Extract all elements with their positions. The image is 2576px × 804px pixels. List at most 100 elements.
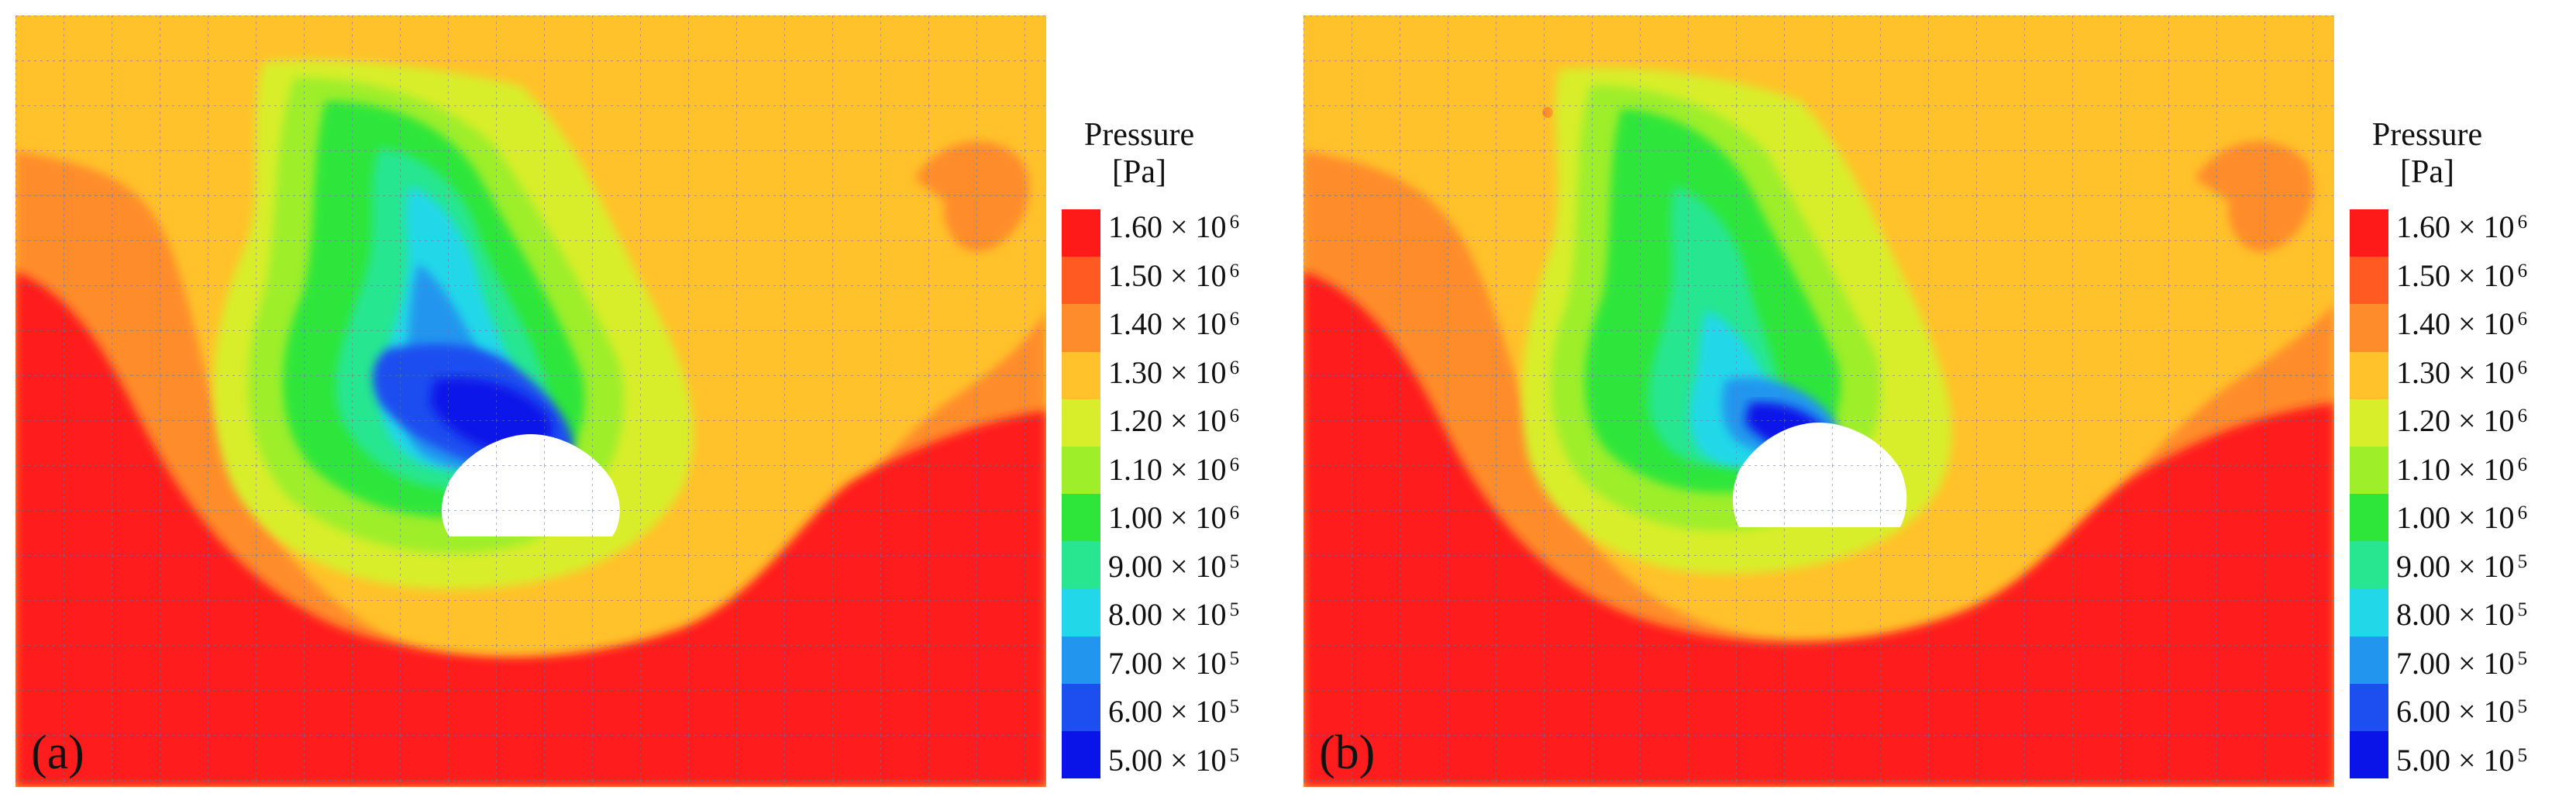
colorbar-swatch	[2350, 494, 2388, 542]
tick-exponent: 6	[2517, 502, 2528, 524]
tick-mantissa: 1.10 × 10	[2396, 451, 2515, 487]
tick-exponent: 6	[1229, 212, 1240, 233]
tick-mantissa: 9.00 × 10	[1108, 548, 1227, 584]
panel-b: (b) Pressure [Pa] 1.60 × 10 6 1.50 × 10 6 1.…	[1288, 0, 2576, 804]
colorbar-tick-label: 6.00 × 10 5	[2396, 694, 2574, 730]
colorbar-tick-label: 9.00 × 10 5	[1108, 549, 1286, 585]
panel-label-a: (a)	[31, 726, 84, 779]
tick-mantissa: 9.00 × 10	[2396, 548, 2515, 584]
colorbar-swatch	[1062, 446, 1100, 495]
colorbar-swatch	[2350, 636, 2388, 684]
tick-mantissa: 1.40 × 10	[1108, 306, 1227, 342]
tick-mantissa: 7.00 × 10	[2396, 645, 2515, 681]
colorbar-title-quantity: Pressure	[2371, 117, 2483, 153]
tick-exponent: 5	[2517, 647, 2528, 669]
tick-exponent: 6	[2517, 309, 2528, 330]
colorbar-swatch	[1062, 209, 1100, 257]
pressure-contour-plot-b	[1303, 16, 2334, 787]
colorbar-tick-label: 1.10 × 10 6	[2396, 452, 2574, 488]
tick-exponent: 6	[2517, 357, 2528, 378]
colorbar-tick-label: 5.00 × 10 5	[1108, 743, 1286, 778]
colorbar-tick-label: 1.60 × 10 6	[1108, 209, 1286, 245]
colorbar-swatch	[1062, 494, 1100, 542]
tick-exponent: 5	[2517, 696, 2528, 718]
colorbar-swatch	[1062, 588, 1100, 637]
colorbar-tick-label: 5.00 × 10 5	[2396, 743, 2574, 778]
colorbar-tick-label: 7.00 × 10 5	[2396, 646, 2574, 682]
colorbar-tick-label: 1.20 × 10 6	[1108, 403, 1286, 439]
tick-mantissa: 1.30 × 10	[2396, 354, 2515, 390]
tick-exponent: 5	[1229, 647, 1240, 669]
colorbar-swatch	[1062, 399, 1100, 447]
colorbar-tick-label: 1.10 × 10 6	[1108, 452, 1286, 488]
colorbar-tick-label: 6.00 × 10 5	[1108, 694, 1286, 730]
tick-exponent: 6	[2517, 212, 2528, 233]
tick-exponent: 5	[1229, 696, 1240, 718]
tick-exponent: 6	[1229, 357, 1240, 378]
tick-exponent: 6	[2517, 260, 2528, 281]
contour-graphic-a	[15, 16, 1046, 787]
tick-mantissa: 5.00 × 10	[2396, 742, 2515, 778]
tick-mantissa: 1.20 × 10	[1108, 403, 1227, 439]
tick-exponent: 6	[1229, 260, 1240, 281]
tick-exponent: 5	[1229, 599, 1240, 621]
colorbar-swatch	[2350, 399, 2388, 447]
colorbar-tick-label: 1.60 × 10 6	[2396, 209, 2574, 245]
colorbar-swatch	[1062, 304, 1100, 352]
tick-exponent: 5	[2517, 599, 2528, 621]
colorbar-swatch	[2350, 588, 2388, 637]
tick-mantissa: 8.00 × 10	[2396, 597, 2515, 633]
colorbar-a	[1062, 209, 1100, 779]
tick-exponent: 6	[2517, 454, 2528, 475]
colorbar-tick-label: 1.00 × 10 6	[2396, 500, 2574, 536]
tick-exponent: 5	[1229, 744, 1240, 766]
tick-exponent: 6	[1229, 502, 1240, 524]
colorbar-title-quantity: Pressure	[1083, 117, 1195, 153]
colorbar-swatch	[2350, 730, 2388, 779]
colorbar-swatch	[2350, 351, 2388, 399]
tick-exponent: 5	[2517, 550, 2528, 572]
tick-mantissa: 1.50 × 10	[1108, 257, 1227, 293]
pressure-contour-plot-a	[15, 16, 1046, 787]
colorbar-b	[2350, 209, 2388, 779]
colorbar-title-unit: [Pa]	[2400, 154, 2454, 190]
tick-exponent: 5	[2517, 744, 2528, 766]
colorbar-swatch	[1062, 257, 1100, 305]
colorbar-ticks-b: 1.60 × 10 6 1.50 × 10 6 1.40 × 10 6 1.30 × 10 6…	[2396, 209, 2574, 778]
colorbar-tick-label: 8.00 × 10 5	[2396, 597, 2574, 633]
colorbar-swatch	[2350, 683, 2388, 731]
colorbar-tick-label: 1.50 × 10 6	[1108, 258, 1286, 294]
tick-mantissa: 1.00 × 10	[2396, 500, 2515, 536]
tick-exponent: 6	[1229, 405, 1240, 427]
tick-mantissa: 1.60 × 10	[1108, 209, 1227, 244]
colorbar-tick-label: 1.30 × 10 6	[1108, 355, 1286, 391]
tick-mantissa: 1.30 × 10	[1108, 354, 1227, 390]
tick-exponent: 5	[1229, 550, 1240, 572]
tick-mantissa: 5.00 × 10	[1108, 742, 1227, 778]
contour-graphic-b	[1303, 16, 2334, 787]
tick-mantissa: 1.20 × 10	[2396, 403, 2515, 439]
colorbar-title-a: Pressure [Pa]	[1038, 116, 1240, 191]
tick-mantissa: 1.60 × 10	[2396, 209, 2515, 244]
colorbar-title-b: Pressure [Pa]	[2326, 116, 2528, 191]
tick-mantissa: 1.40 × 10	[2396, 306, 2515, 342]
colorbar-swatch	[2350, 209, 2388, 257]
colorbar-tick-label: 1.00 × 10 6	[1108, 500, 1286, 536]
colorbar-tick-label: 1.30 × 10 6	[2396, 355, 2574, 391]
colorbar-ticks-a: 1.60 × 10 6 1.50 × 10 6 1.40 × 10 6 1.30 × 10 6…	[1108, 209, 1286, 778]
colorbar-swatch	[1062, 683, 1100, 731]
colorbar-swatch	[1062, 351, 1100, 399]
tick-exponent: 6	[1229, 454, 1240, 475]
colorbar-tick-label: 1.20 × 10 6	[2396, 403, 2574, 439]
panel-a: (a) Pressure [Pa] 1.60 × 10 6 1.50 × 10 6 1.…	[15, 16, 1286, 787]
colorbar-swatch	[2350, 541, 2388, 589]
tick-mantissa: 6.00 × 10	[2396, 694, 2515, 730]
tick-mantissa: 7.00 × 10	[1108, 645, 1227, 681]
colorbar-tick-label: 8.00 × 10 5	[1108, 597, 1286, 633]
tick-mantissa: 8.00 × 10	[1108, 597, 1227, 633]
colorbar-swatch	[1062, 541, 1100, 589]
colorbar-swatch	[2350, 446, 2388, 495]
colorbar-swatch	[2350, 257, 2388, 305]
tick-mantissa: 1.10 × 10	[1108, 451, 1227, 487]
colorbar-tick-label: 1.50 × 10 6	[2396, 258, 2574, 294]
